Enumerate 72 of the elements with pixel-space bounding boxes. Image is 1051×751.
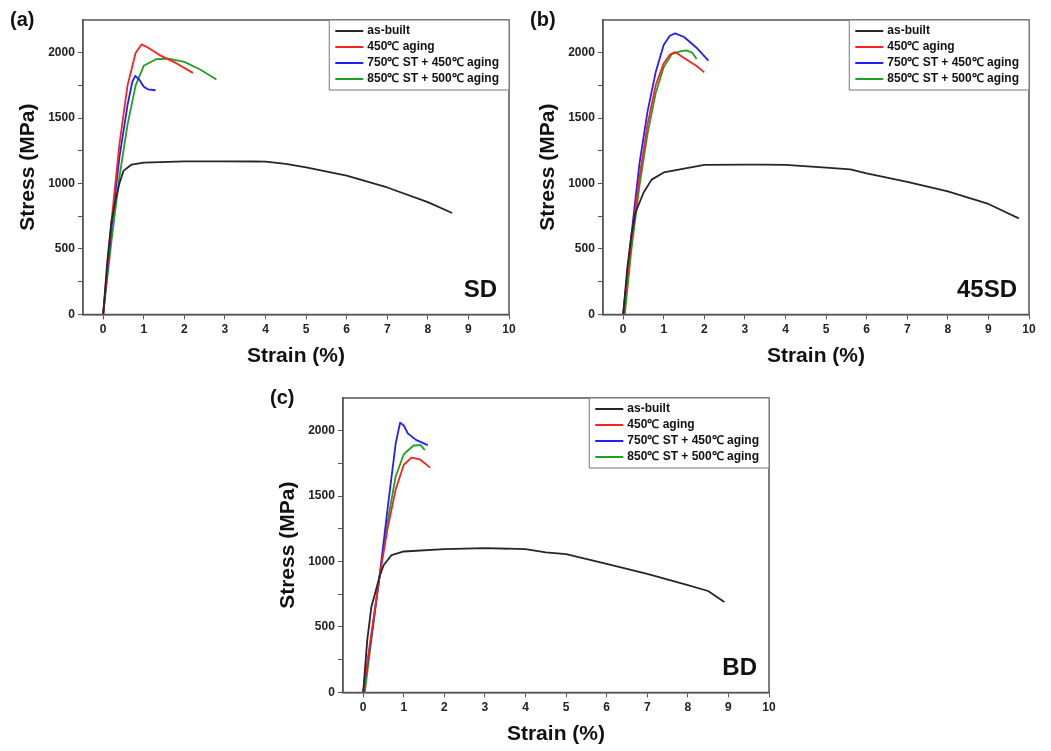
x-tick-label: 0 (619, 321, 627, 336)
y-tick-label: 0 (328, 684, 336, 699)
x-tick-label: 5 (562, 699, 570, 714)
legend-label: 450℃ aging (627, 417, 695, 432)
text: (a) (10, 7, 35, 30)
legend-label: 850℃ ST + 500℃ aging (887, 71, 1019, 86)
x-tick-label: 8 (684, 699, 692, 714)
y-axis-title: Stress (MPa) (535, 103, 559, 231)
x-tick-label: 4 (782, 321, 790, 336)
x-axis-title: Strain (%) (246, 343, 345, 367)
legend-label: as-built (627, 401, 670, 416)
legend-label: as-built (367, 23, 410, 38)
x-tick-label: 7 (643, 699, 651, 714)
x-tick-label: 7 (903, 321, 911, 336)
y-tick-label: 2000 (568, 45, 596, 60)
y-tick-label: 0 (588, 306, 596, 321)
x-tick-label: 4 (262, 321, 270, 336)
x-tick-label: 5 (302, 321, 310, 336)
x-tick-label: 8 (944, 321, 952, 336)
x-tick-label: 0 (99, 321, 107, 336)
y-tick-label: 1500 (308, 488, 336, 503)
y-tick-label: 0 (68, 306, 76, 321)
x-tick-label: 4 (522, 699, 530, 714)
y-tick-label: 2000 (308, 423, 336, 438)
x-tick-label: 8 (424, 321, 432, 336)
x-tick-label: 2 (441, 699, 449, 714)
x-tick-label: 1 (140, 321, 148, 336)
x-axis-title: Strain (%) (766, 343, 865, 367)
x-tick-label: 6 (863, 321, 871, 336)
legend-label: 750℃ ST + 450℃ aging (627, 433, 759, 448)
y-tick-label: 500 (574, 241, 596, 256)
x-tick-label: 6 (603, 699, 611, 714)
y-axis-title: Stress (MPa) (275, 481, 299, 609)
x-tick-label: 1 (400, 699, 408, 714)
text: (b) (530, 7, 556, 30)
y-tick-label: 1500 (48, 110, 76, 125)
x-tick-label: 2 (701, 321, 709, 336)
legend-label: 450℃ aging (367, 39, 435, 54)
legend-label: 850℃ ST + 500℃ aging (627, 449, 759, 464)
x-tick-label: 7 (383, 321, 391, 336)
y-tick-label: 2000 (48, 45, 76, 60)
x-tick-label: 5 (822, 321, 830, 336)
x-tick-label: 10 (502, 321, 516, 336)
y-tick-label: 500 (314, 619, 336, 634)
x-tick-label: 0 (359, 699, 367, 714)
y-tick-label: 1000 (48, 175, 76, 190)
text: (c) (270, 385, 295, 408)
legend-label: 850℃ ST + 500℃ aging (367, 71, 499, 86)
y-tick-label: 1000 (308, 553, 336, 568)
annotation: 45SD (956, 275, 1017, 303)
y-tick-label: 500 (54, 241, 76, 256)
y-tick-label: 1000 (568, 175, 596, 190)
x-axis-title: Strain (%) (506, 721, 605, 745)
legend-label: as-built (887, 23, 930, 38)
legend-label: 750℃ ST + 450℃ aging (887, 55, 1019, 70)
x-tick-label: 9 (725, 699, 733, 714)
x-tick-label: 6 (343, 321, 351, 336)
legend-label: 750℃ ST + 450℃ aging (367, 55, 499, 70)
x-tick-label: 3 (221, 321, 229, 336)
x-tick-label: 10 (1022, 321, 1036, 336)
x-tick-label: 3 (741, 321, 749, 336)
x-tick-label: 9 (985, 321, 993, 336)
y-tick-label: 1500 (568, 110, 596, 125)
legend-label: 450℃ aging (887, 39, 955, 54)
y-axis-title: Stress (MPa) (15, 103, 39, 231)
x-tick-label: 9 (465, 321, 473, 336)
annotation: SD (463, 275, 497, 303)
x-tick-label: 10 (762, 699, 776, 714)
x-tick-label: 2 (181, 321, 189, 336)
annotation: BD (722, 653, 757, 681)
x-tick-label: 3 (481, 699, 489, 714)
x-tick-label: 1 (660, 321, 668, 336)
